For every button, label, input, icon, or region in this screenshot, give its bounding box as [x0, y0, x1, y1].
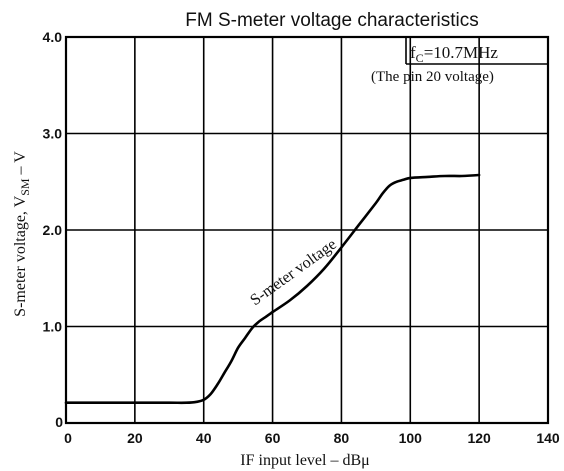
plot-frame	[64, 35, 550, 425]
x-tick-label-60: 60	[265, 430, 281, 446]
y-tick-label-4.0: 4.0	[43, 29, 63, 45]
x-tick-label-40: 40	[196, 430, 212, 446]
x-tick-label-100: 100	[399, 430, 423, 446]
x-tick-label-140: 140	[536, 430, 560, 446]
x-tick-label-20: 20	[127, 430, 143, 446]
tick-labels: 0 20 40 60 80 100 120 140 1.0 2.0 3.0 4.0 0	[43, 29, 560, 446]
y-axis-label-subscript: SM	[18, 178, 32, 196]
y-tick-label-2.0: 2.0	[43, 222, 63, 238]
fc-annotation-subscript: C	[416, 51, 424, 65]
annotation-box: fC=10.7MHz (The pin 20 voltage)	[371, 38, 548, 85]
series-line-0	[64, 173, 481, 405]
y-axis-label-suffix: – V	[12, 151, 29, 179]
y-tick-label-1.0: 1.0	[43, 319, 63, 335]
fc-annotation: fC=10.7MHz	[410, 43, 498, 65]
y-axis-label: S-meter voltage, VSM – V	[12, 151, 32, 317]
x-tick-label-120: 120	[467, 430, 491, 446]
chart-title: FM S-meter voltage characteristics	[185, 10, 479, 31]
grid-lines	[66, 37, 548, 423]
x-axis-label: IF input level – dBμ	[240, 452, 369, 469]
pin-voltage-note: (The pin 20 voltage)	[371, 69, 494, 85]
fc-annotation-prefix: f	[410, 43, 416, 62]
y-tick-label-3.0: 3.0	[43, 126, 63, 142]
y-axis-label-prefix: S-meter voltage, V	[12, 195, 29, 316]
x-tick-label-0: 0	[64, 430, 72, 446]
y-tick-label-0: 0	[55, 414, 63, 430]
fc-annotation-value: =10.7MHz	[424, 43, 499, 62]
x-tick-label-80: 80	[334, 430, 350, 446]
